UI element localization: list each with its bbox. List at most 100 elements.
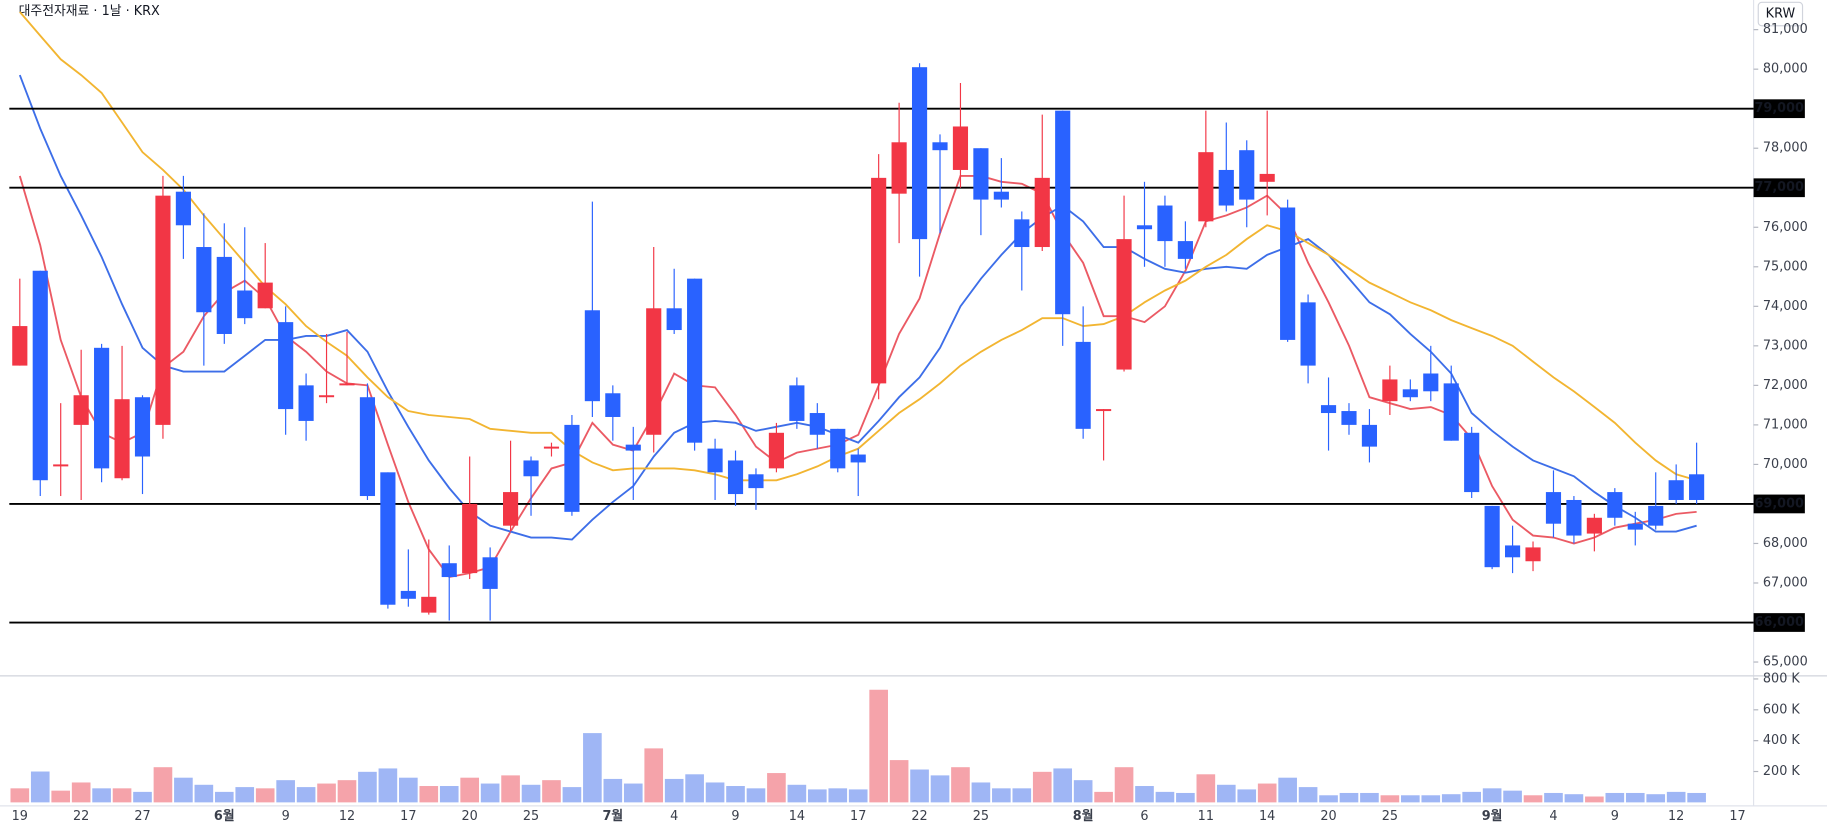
x-tick-label: 25 <box>1382 809 1398 824</box>
candle-body <box>380 472 396 605</box>
volume-bar <box>1605 792 1625 803</box>
x-tick-label: 7월 <box>602 808 623 824</box>
volume-bar <box>276 780 295 803</box>
candle-body <box>1505 545 1521 558</box>
candle-body <box>73 395 89 425</box>
y-tick-label: 75,000 <box>1763 259 1808 274</box>
y-tick-label: 74,000 <box>1763 299 1808 314</box>
x-tick-label: 14 <box>1259 809 1275 824</box>
candle-body <box>1361 424 1378 447</box>
volume-bar <box>214 791 234 803</box>
candle-body <box>94 347 110 469</box>
candle-body <box>1464 432 1480 493</box>
volume-bar <box>1094 791 1113 803</box>
y-tick-label: 72,000 <box>1763 378 1808 393</box>
volume-bar <box>317 783 336 803</box>
volume-bar <box>1360 792 1379 803</box>
candle-body <box>1055 110 1071 315</box>
volume-bar <box>1196 774 1216 803</box>
volume-bar <box>378 768 398 803</box>
candle-body <box>1484 505 1500 568</box>
candle-body <box>114 399 130 479</box>
x-tick-label: 20 <box>462 809 478 824</box>
volume-bar <box>174 777 193 803</box>
x-tick-label: 9 <box>282 809 290 824</box>
volume-bar <box>1503 790 1522 803</box>
volume-bar <box>685 774 704 803</box>
candle-body <box>237 290 253 319</box>
volume-bar <box>1441 794 1461 803</box>
volume-bar <box>439 786 459 803</box>
currency-label[interactable]: KRW <box>1766 7 1796 22</box>
volume-bar <box>1339 792 1359 803</box>
volume-bar <box>1012 788 1032 803</box>
volume-bar <box>296 787 316 803</box>
x-tick-label: 19 <box>12 809 28 824</box>
currency-box[interactable] <box>1757 1 1804 27</box>
volume-tick-label: 400 K <box>1763 733 1800 748</box>
volume-tick-label: 200 K <box>1763 764 1800 779</box>
candle-body <box>298 385 314 421</box>
volume-tick-label: 800 K <box>1763 671 1800 686</box>
volume-bar <box>664 778 684 803</box>
candle-body <box>503 492 519 526</box>
volume-bar <box>910 769 929 803</box>
candle-body <box>216 256 232 334</box>
x-tick-label: 17 <box>1729 809 1745 824</box>
candle-body <box>1423 373 1439 392</box>
volume-bar <box>1216 784 1236 803</box>
volume-bar <box>1114 767 1134 803</box>
candle-body <box>625 444 641 451</box>
candle-body <box>1157 205 1173 242</box>
volume-bar <box>153 767 173 803</box>
level-label-box <box>1753 494 1805 514</box>
candle-body <box>993 191 1009 200</box>
x-tick-label: 9 <box>1611 809 1619 824</box>
candle-body <box>1280 207 1296 340</box>
volume-bar <box>848 789 868 803</box>
y-tick-label: 65,000 <box>1763 655 1808 670</box>
candle-body <box>789 385 805 421</box>
x-tick-label: 22 <box>73 809 89 824</box>
candle-body <box>543 446 560 449</box>
volume-bar <box>521 784 541 803</box>
y-tick-label: 76,000 <box>1763 220 1808 235</box>
x-tick-label: 12 <box>1668 809 1684 824</box>
candle-body <box>257 282 273 309</box>
level-label-box <box>1753 178 1805 198</box>
candle-body <box>1136 225 1153 230</box>
volume-bar <box>1625 792 1645 803</box>
candle-body <box>666 308 682 331</box>
candle-body <box>1218 169 1234 206</box>
y-tick-label: 68,000 <box>1763 536 1808 551</box>
volume-bar <box>1155 791 1175 803</box>
volume-bar <box>51 790 71 803</box>
candle-body <box>523 460 539 477</box>
candle-body <box>278 322 294 410</box>
moving-average <box>18 74 1697 541</box>
volume-bar <box>767 773 786 803</box>
x-tick-label: 17 <box>400 809 416 824</box>
volume-bar <box>1380 795 1400 803</box>
volume-bar <box>726 786 745 803</box>
volume-bar <box>30 771 50 803</box>
candle-body <box>1545 492 1562 524</box>
volume-bar <box>787 784 807 803</box>
volume-bar <box>869 689 888 803</box>
volume-bar <box>1585 796 1604 803</box>
candle-body <box>1443 383 1459 441</box>
candle-body <box>1586 517 1602 534</box>
x-tick-label: 4 <box>670 809 678 824</box>
candle-body <box>175 191 191 226</box>
moving-average <box>18 174 1697 579</box>
candle-body <box>1525 547 1541 562</box>
y-tick-label: 67,000 <box>1763 575 1808 590</box>
volume-bar <box>930 775 950 803</box>
candle-body <box>809 413 825 435</box>
volume-bar <box>1666 791 1686 803</box>
candle-body <box>12 326 28 366</box>
candle-body <box>339 383 355 386</box>
candle-body <box>871 177 887 384</box>
volume-bar <box>358 771 377 803</box>
